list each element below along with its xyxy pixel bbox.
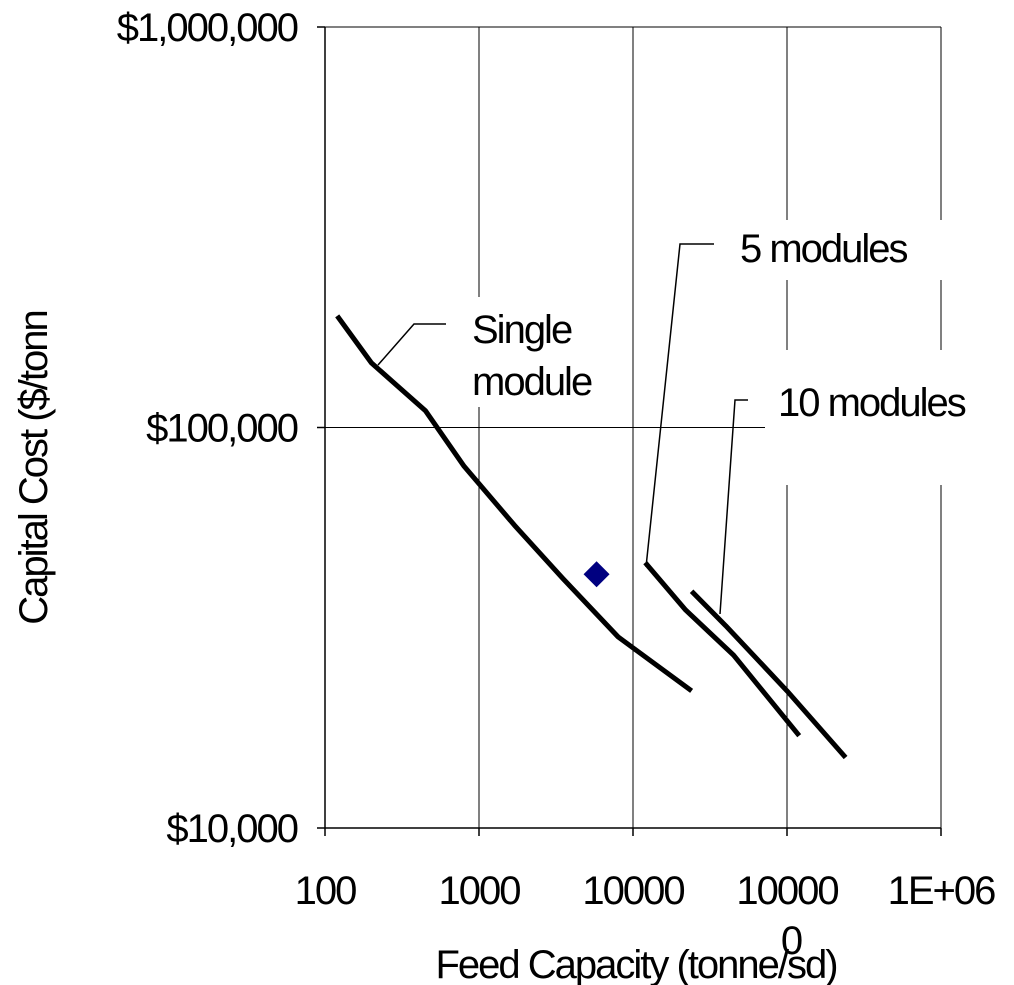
x-tick-label: 1E+06: [888, 869, 996, 913]
y-axis-label: Capital Cost ($/tonn: [12, 311, 56, 625]
annotation-background: [460, 297, 620, 407]
data-markers: [583, 561, 610, 588]
annotation-label: 5 modules: [740, 227, 908, 271]
series-line: [643, 560, 802, 738]
y-tick-label: $1,000,000: [117, 6, 298, 50]
annotation-leaders: [377, 243, 748, 615]
y-tick-label: $100,000: [146, 407, 298, 451]
annotation-background: [765, 350, 1010, 485]
x-tick-label: 10000: [582, 869, 684, 913]
annotation-label: Single: [472, 308, 572, 352]
x-tick-label-overflow: 0: [781, 919, 802, 963]
series-line: [689, 589, 848, 760]
diamond-marker: [583, 561, 610, 588]
annotation-labels: Single module 5 modules 10 modules: [460, 220, 1010, 485]
y-tick-label: $10,000: [166, 807, 297, 851]
annotation-label: 10 modules: [778, 381, 966, 425]
annotation-leader: [645, 243, 714, 568]
annotation-label: module: [472, 360, 592, 404]
x-axis-label: Feed Capacity (tonne/sd): [435, 943, 836, 985]
annotation-leader: [719, 399, 748, 615]
x-tick-label: 1000: [439, 869, 521, 913]
annotation-background: [730, 220, 950, 280]
series-line: [335, 314, 694, 693]
x-tick-label: 10000: [736, 869, 838, 913]
x-tick-label: 100: [295, 869, 356, 913]
series-lines: [335, 314, 848, 760]
annotation-leader: [377, 323, 446, 366]
tick-labels: $10,000 $100,000 $1,000,000 100 1000 10000 100…: [117, 6, 997, 963]
axes: [317, 26, 942, 836]
